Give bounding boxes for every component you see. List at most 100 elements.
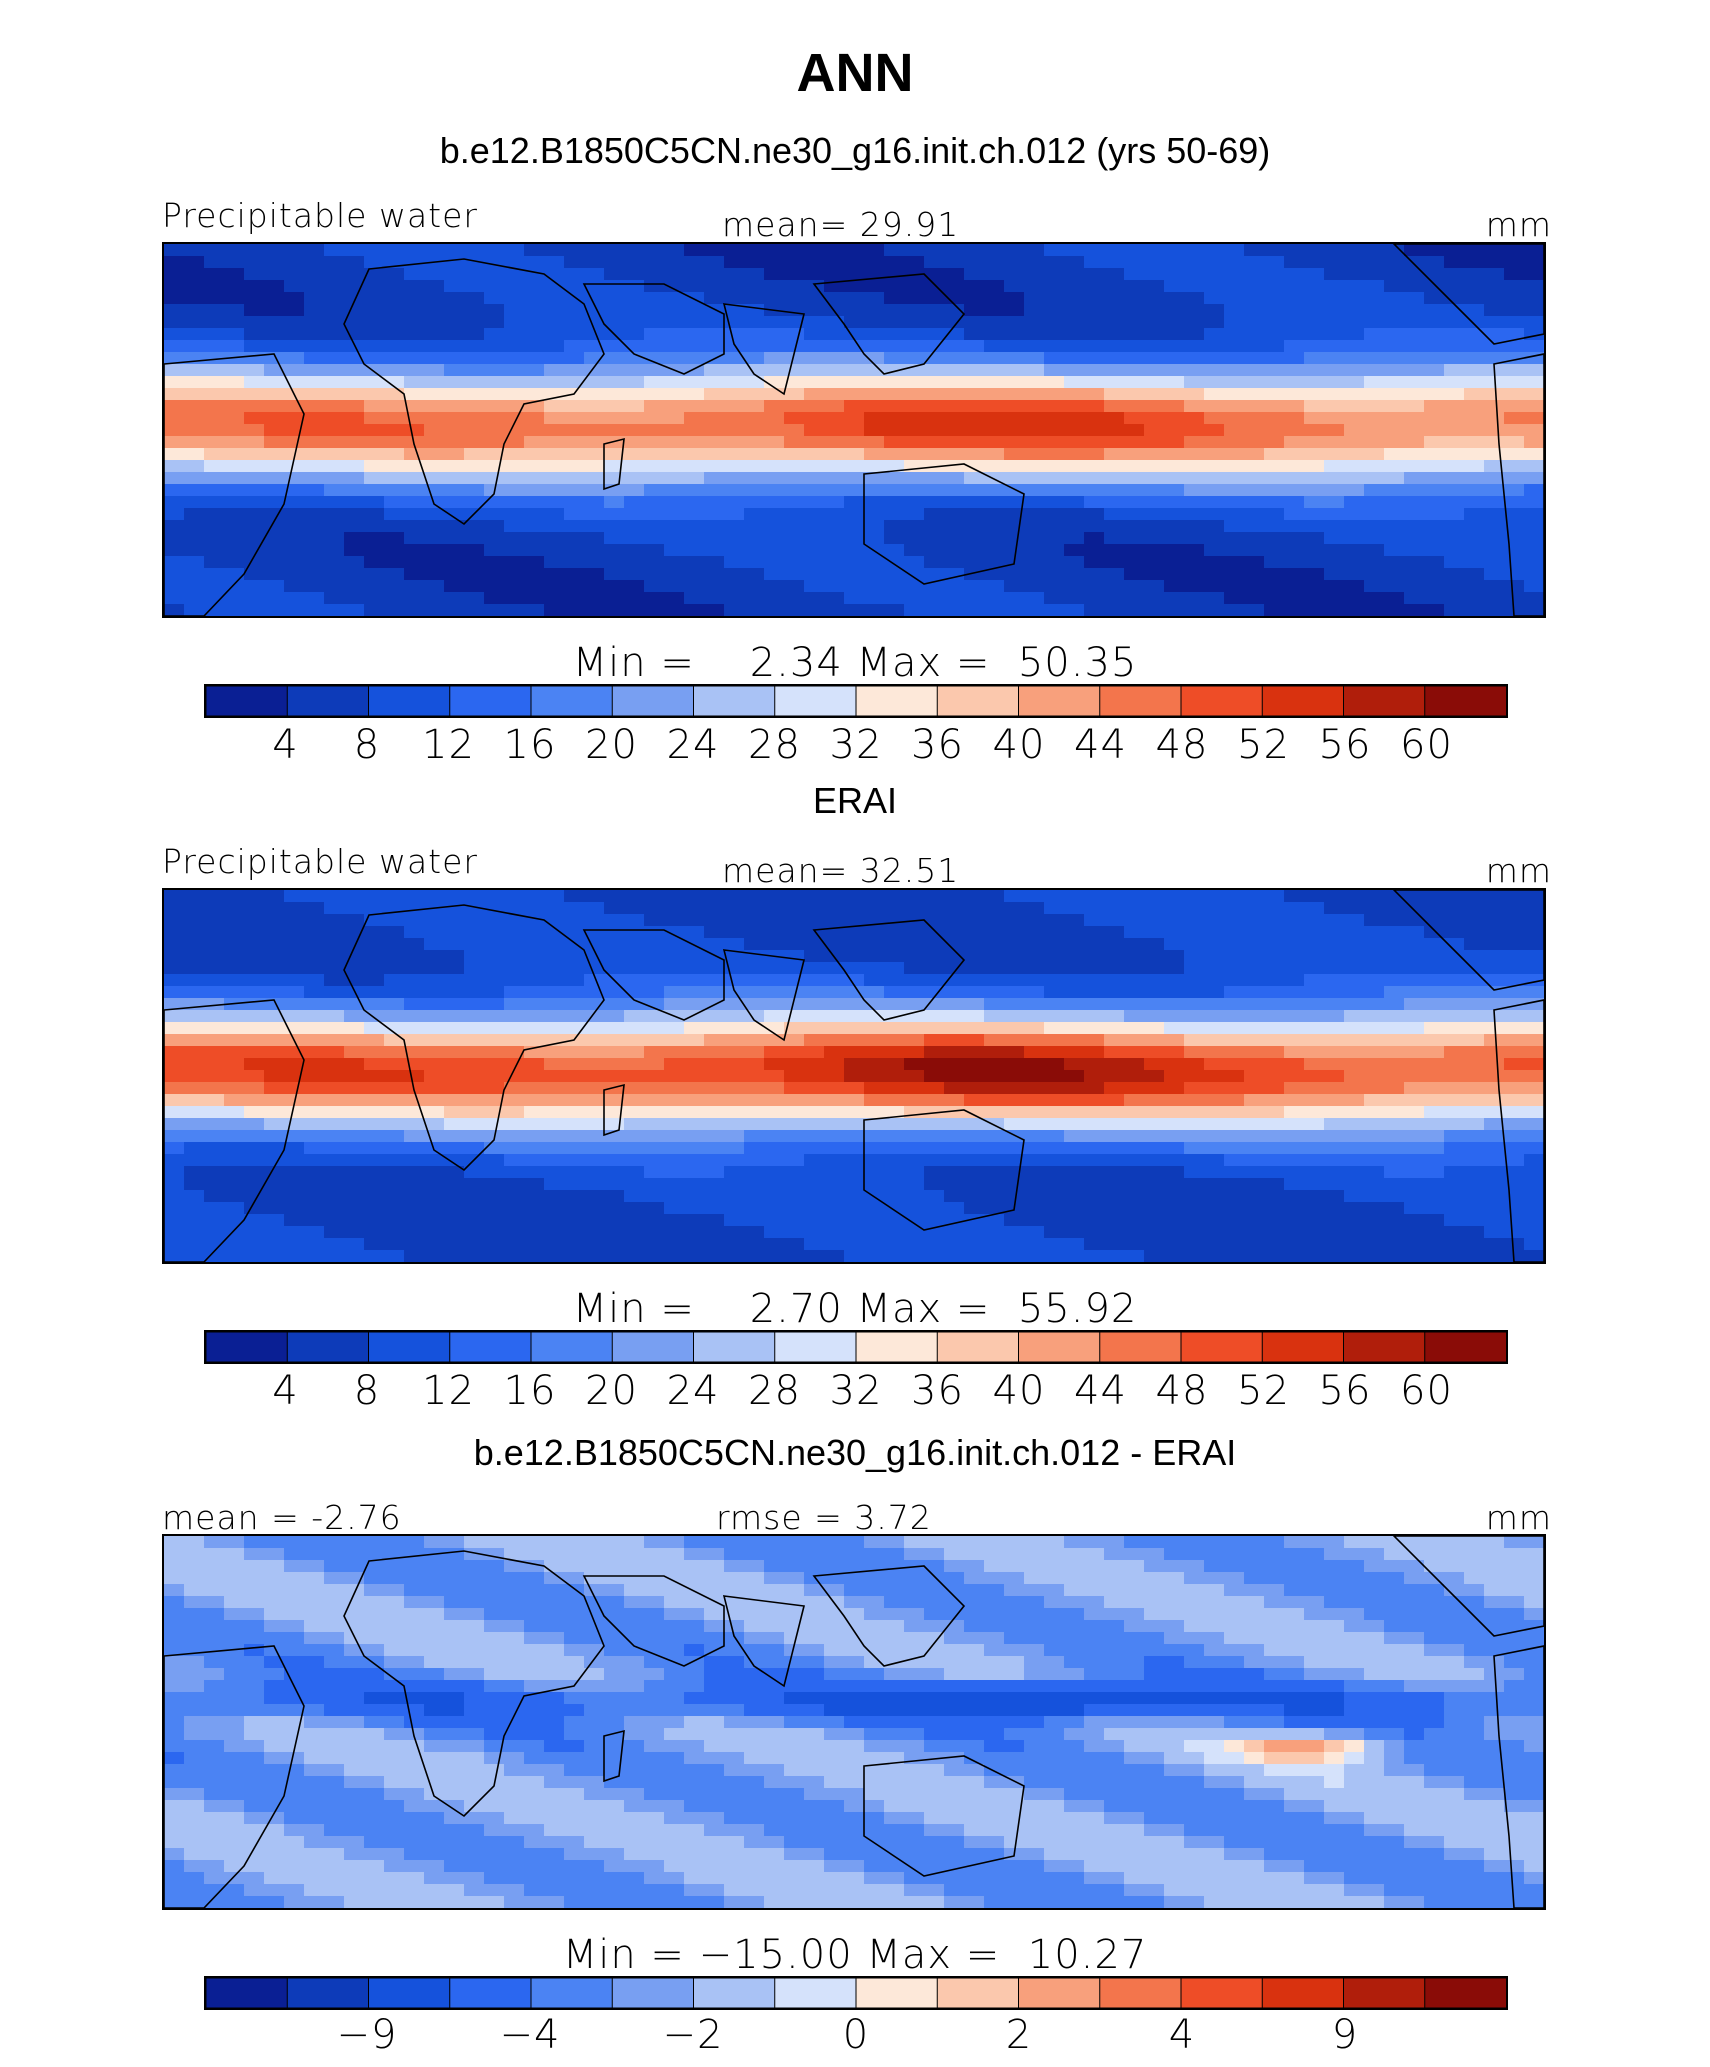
- colorbar-tick-label: 56: [1318, 722, 1372, 768]
- field-cell: [424, 926, 445, 939]
- field-cell: [1044, 532, 1065, 545]
- field-cell: [1224, 484, 1245, 497]
- field-cell: [564, 1190, 585, 1203]
- field-cell: [1204, 544, 1225, 557]
- field-cell: [1264, 316, 1285, 329]
- field-cell: [1404, 1620, 1425, 1633]
- field-cell: [164, 460, 185, 473]
- field-cell: [1304, 1022, 1325, 1035]
- field-cell: [964, 1046, 985, 1059]
- field-cell: [1304, 1010, 1325, 1023]
- field-cell: [464, 460, 485, 473]
- field-cell: [1304, 1620, 1325, 1633]
- field-cell: [804, 592, 825, 605]
- field-cell: [604, 890, 625, 903]
- field-cell: [1444, 950, 1465, 963]
- field-cell: [564, 340, 585, 353]
- field-cell: [424, 1572, 445, 1585]
- field-cell: [1324, 1548, 1345, 1561]
- field-cell: [644, 268, 665, 281]
- field-cell: [1384, 926, 1405, 939]
- field-cell: [884, 1608, 905, 1621]
- field-cell: [284, 1082, 305, 1095]
- field-cell: [204, 544, 225, 557]
- field-cell: [204, 460, 225, 473]
- field-cell: [1044, 604, 1065, 616]
- field-cell: [864, 1226, 885, 1239]
- field-cell: [764, 1118, 785, 1131]
- field-cell: [1124, 1632, 1145, 1645]
- field-cell: [644, 1166, 665, 1179]
- field-cell: [964, 496, 985, 509]
- field-cell: [924, 1548, 945, 1561]
- field-cell: [324, 268, 345, 281]
- field-cell: [1444, 1608, 1465, 1621]
- field-cell: [1004, 1238, 1025, 1251]
- field-cell: [844, 1118, 865, 1131]
- field-cell: [584, 1154, 605, 1167]
- field-cell: [1224, 1632, 1245, 1645]
- field-cell: [924, 1632, 945, 1645]
- field-cell: [444, 1034, 465, 1047]
- field-cell: [504, 950, 525, 963]
- field-cell: [624, 1154, 645, 1167]
- field-cell: [964, 1118, 985, 1131]
- field-cell: [1064, 580, 1085, 593]
- field-cell: [984, 388, 1005, 401]
- field-cell: [524, 1178, 545, 1191]
- field-cell: [604, 412, 625, 425]
- field-cell: [444, 364, 465, 377]
- field-cell: [484, 986, 505, 999]
- field-cell: [444, 280, 465, 293]
- field-cell: [404, 1190, 425, 1203]
- field-cell: [624, 1046, 645, 1059]
- field-cell: [784, 1632, 805, 1645]
- field-cell: [1284, 580, 1305, 593]
- field-cell: [304, 604, 325, 616]
- field-cell: [764, 424, 785, 437]
- field-cell: [1464, 376, 1485, 389]
- field-cell: [824, 1166, 845, 1179]
- field-cell: [964, 1548, 985, 1561]
- field-cell: [1004, 1608, 1025, 1621]
- field-cell: [1384, 914, 1405, 927]
- field-cell: [284, 1022, 305, 1035]
- field-cell: [824, 364, 845, 377]
- field-cell: [924, 316, 945, 329]
- field-cell: [864, 1202, 885, 1215]
- field-cell: [364, 998, 385, 1011]
- field-cell: [164, 1584, 185, 1597]
- field-cell: [1524, 902, 1544, 915]
- field-cell: [1344, 544, 1365, 557]
- field-cell: [724, 1070, 745, 1083]
- field-cell: [284, 1572, 305, 1585]
- field-cell: [1304, 890, 1325, 903]
- field-cell: [984, 532, 1005, 545]
- figure-title: ANN: [796, 43, 914, 103]
- field-cell: [484, 1214, 505, 1227]
- field-cell: [1264, 580, 1285, 593]
- field-cell: [864, 962, 885, 975]
- field-cell: [1464, 604, 1485, 616]
- field-cell: [204, 1548, 225, 1561]
- field-cell: [1104, 316, 1125, 329]
- field-cell: [1064, 1608, 1085, 1621]
- colorbar-swatch: [1343, 686, 1426, 716]
- field-cell: [864, 1238, 885, 1251]
- field-cell: [704, 1190, 725, 1203]
- field-cell: [884, 1632, 905, 1645]
- field-cell: [204, 1250, 225, 1262]
- field-cell: [1104, 436, 1125, 449]
- field-cell: [1124, 592, 1145, 605]
- field-cell: [344, 938, 365, 951]
- field-cell: [204, 604, 225, 616]
- field-cell: [564, 424, 585, 437]
- field-cell: [964, 1034, 985, 1047]
- field-cell: [964, 974, 985, 987]
- field-cell: [964, 376, 985, 389]
- field-cell: [324, 1154, 345, 1167]
- field-cell: [1324, 890, 1345, 903]
- coastline: [1392, 244, 1544, 345]
- field-cell: [324, 1130, 345, 1143]
- field-cell: [264, 328, 285, 341]
